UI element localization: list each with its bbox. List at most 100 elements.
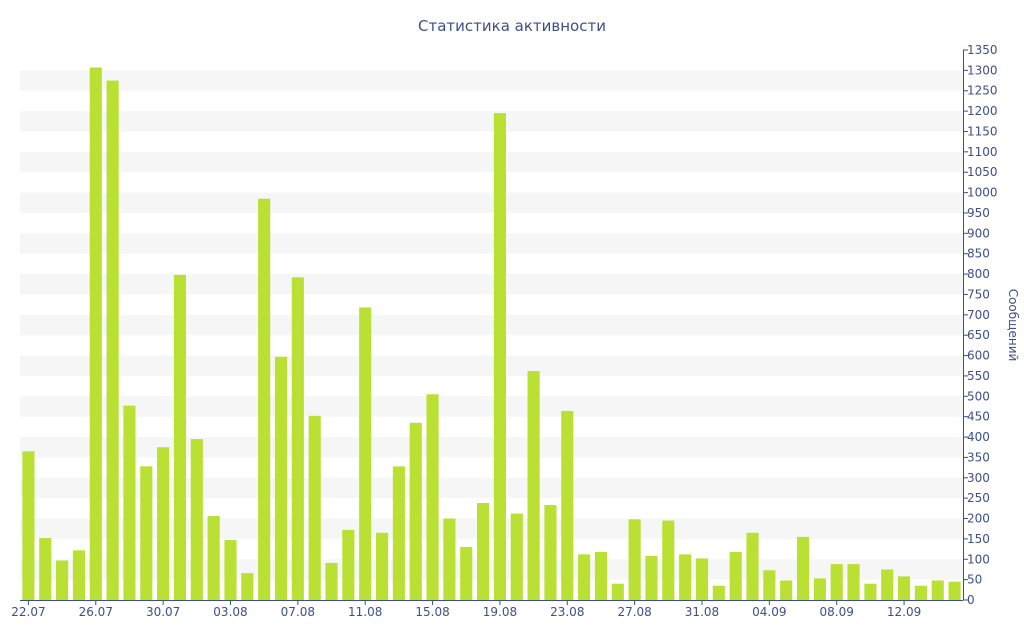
bar-02.08 <box>207 516 220 600</box>
y-tick-label: 0 <box>967 593 975 607</box>
bar-20.08 <box>510 513 523 600</box>
bar-13.08 <box>392 466 405 600</box>
x-tick-label: 03.08 <box>213 605 247 619</box>
y-tick-label: 650 <box>967 328 990 342</box>
y-axis-label: Сообщений <box>1006 289 1020 362</box>
grid-band <box>20 477 963 499</box>
x-tick-label: 08.09 <box>820 605 854 619</box>
x-tick-label: 11.08 <box>348 605 382 619</box>
x-tick-label: 23.08 <box>550 605 584 619</box>
grid-band <box>20 437 963 458</box>
grid-bands <box>20 70 963 580</box>
bar-09.08 <box>325 562 338 600</box>
bar-19.08 <box>493 113 506 601</box>
x-tick-label: 27.08 <box>617 605 651 619</box>
bar-27.08 <box>628 519 641 600</box>
bar-27.07 <box>106 80 119 600</box>
bar-14.08 <box>409 422 422 600</box>
y-tick-label: 550 <box>967 369 990 383</box>
x-tick-label: 07.08 <box>281 605 315 619</box>
bar-23.08 <box>561 410 574 600</box>
bar-29.08 <box>662 520 675 600</box>
x-tick-label: 26.07 <box>79 605 113 619</box>
y-tick-label: 300 <box>967 471 990 485</box>
bar-03.09 <box>746 532 759 600</box>
bar-07.09 <box>813 578 826 600</box>
y-tick-label: 350 <box>967 450 990 464</box>
grid-band <box>20 274 963 295</box>
grid-band <box>20 151 963 173</box>
y-tick-label: 1150 <box>967 124 998 138</box>
y-tick-label: 1000 <box>967 186 998 200</box>
bar-08.09 <box>830 564 843 600</box>
y-tick-label: 750 <box>967 287 990 301</box>
y-tick-label: 900 <box>967 226 990 240</box>
bar-31.08 <box>695 558 709 600</box>
x-tick-label: 30.07 <box>146 605 180 619</box>
y-tick-label: 250 <box>967 491 990 505</box>
y-tick-label: 200 <box>967 512 990 526</box>
y-tick-label: 600 <box>967 349 990 363</box>
bar-04.08 <box>241 573 254 600</box>
bar-25.07 <box>72 550 85 600</box>
bar-30.07 <box>157 447 170 600</box>
y-tick-label: 1200 <box>967 104 998 118</box>
grid-band <box>20 233 963 254</box>
x-tick-label: 22.07 <box>11 605 45 619</box>
x-tick-label: 12.09 <box>887 605 921 619</box>
y-tick-label: 1100 <box>967 145 998 159</box>
bar-12.08 <box>375 532 389 600</box>
x-tick-label: 19.08 <box>483 605 517 619</box>
y-tick-label: 450 <box>967 410 990 424</box>
grid-band <box>20 396 963 417</box>
bar-10.09 <box>864 583 877 600</box>
bar-22.07 <box>22 451 35 600</box>
bar-25.08 <box>594 551 608 600</box>
bar-15.09 <box>948 581 961 600</box>
grid-band <box>20 518 963 539</box>
bar-12.09 <box>898 576 911 600</box>
x-tick-label: 15.08 <box>415 605 449 619</box>
x-tick-label: 31.08 <box>685 605 719 619</box>
bar-03.08 <box>224 540 237 600</box>
bar-23.07 <box>39 538 52 600</box>
y-tick-label: 400 <box>967 430 990 444</box>
y-tick-label: 150 <box>967 532 990 546</box>
bar-10.08 <box>342 529 355 600</box>
y-tick-label: 950 <box>967 206 990 220</box>
chart-title: Статистика активности <box>418 17 606 35</box>
bars-group <box>22 67 961 601</box>
y-tick-label: 500 <box>967 389 990 403</box>
grid-band <box>20 111 963 132</box>
bar-30.08 <box>679 554 692 600</box>
bar-09.09 <box>847 564 860 600</box>
y-tick-label: 850 <box>967 247 990 261</box>
bar-28.07 <box>123 405 136 600</box>
bar-26.08 <box>611 583 624 600</box>
bar-05.08 <box>258 198 271 600</box>
bar-08.08 <box>308 415 321 600</box>
y-tick-label: 800 <box>967 267 990 281</box>
bar-24.07 <box>56 560 69 600</box>
y-tick-label: 1250 <box>967 84 998 98</box>
y-tick-label: 700 <box>967 308 990 322</box>
bar-04.09 <box>763 570 776 600</box>
bar-05.09 <box>780 580 793 600</box>
bar-01.08 <box>190 439 203 600</box>
y-tick-label: 100 <box>967 552 990 566</box>
bar-22.08 <box>544 505 557 600</box>
bar-02.09 <box>729 551 742 600</box>
bar-28.08 <box>645 556 658 600</box>
bar-06.09 <box>796 536 810 600</box>
bar-29.07 <box>140 466 153 600</box>
bar-07.08 <box>291 277 304 600</box>
bar-15.08 <box>426 394 439 600</box>
bar-21.08 <box>527 371 540 600</box>
grid-band <box>20 314 963 336</box>
grid-band <box>20 192 963 213</box>
bar-01.09 <box>712 585 725 600</box>
y-tick-label: 50 <box>967 573 982 587</box>
bar-13.09 <box>914 585 927 600</box>
